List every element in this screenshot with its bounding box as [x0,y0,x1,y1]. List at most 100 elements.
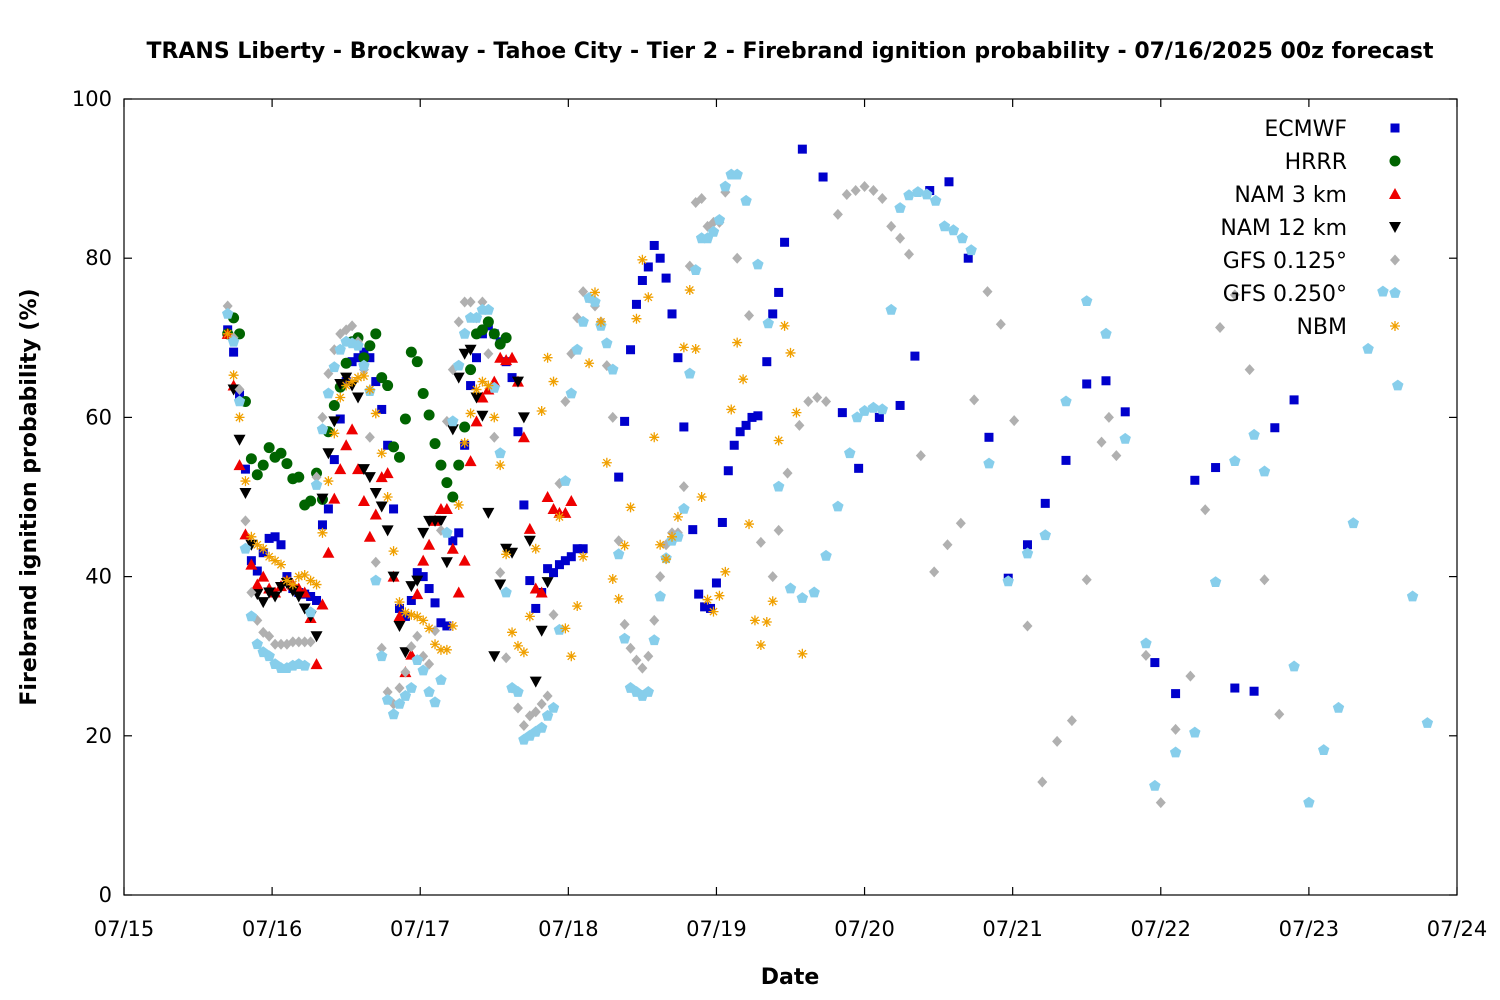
data-point [768,309,778,319]
data-point [305,636,316,648]
data-point [655,539,666,550]
data-point [251,638,263,650]
data-point [400,666,411,678]
data-point [446,542,459,554]
data-point [263,650,275,662]
data-point [895,400,905,410]
data-point [500,586,512,598]
data-point [1190,475,1200,485]
data-point [316,423,329,435]
data-point [1215,321,1226,333]
data-point [903,189,915,201]
data-point [925,186,935,196]
data-point [466,381,476,391]
data-point [696,193,707,204]
data-point [560,556,570,566]
y-tick-label: 60 [85,405,112,429]
data-point [382,380,394,392]
data-point [648,634,660,646]
data-point [749,615,760,626]
data-point [245,558,258,570]
data-point [363,472,376,484]
data-point [405,682,417,693]
data-point [719,180,731,192]
data-point [1274,708,1285,720]
data-point [700,602,710,612]
data-point [1244,364,1255,376]
data-point [507,373,517,383]
data-point [435,674,447,685]
data-point [524,611,535,622]
y-tick-label: 20 [85,724,112,748]
data-point [305,575,316,586]
data-point [458,348,471,360]
data-point [464,344,477,356]
data-point [1021,547,1034,559]
data-point [393,451,405,463]
data-point [275,447,287,459]
x-tick-label: 07/16 [242,917,303,941]
data-point [541,577,554,589]
data-point [447,620,458,631]
plot-frame [123,98,1458,896]
data-point [310,631,323,643]
data-point [1081,574,1092,586]
data-point [287,579,298,590]
data-point [488,381,500,393]
data-point [767,571,778,583]
data-point [812,392,823,403]
data-point [752,258,764,270]
data-point [584,358,595,369]
data-point [886,220,897,232]
legend-marker [1389,222,1401,233]
series-nam-12-km [227,344,554,688]
data-point [317,411,328,423]
legend-label: NAM 12 km [1220,216,1347,241]
data-point [405,581,418,593]
data-point [311,579,322,590]
data-point [375,471,388,483]
legend-label: ECMWF [1264,117,1347,142]
x-tick-label: 07/15 [94,917,155,941]
data-point [275,559,286,570]
data-point [370,408,381,419]
data-point [1249,686,1259,696]
x-tick-label: 07/24 [1427,917,1488,941]
data-point [601,457,612,468]
data-point [352,339,364,351]
data-point [1022,620,1033,632]
data-point [376,448,387,459]
data-point [310,479,323,490]
data-point [837,408,847,418]
data-point [785,347,796,358]
data-point [482,507,495,519]
data-point [565,387,577,399]
data-point [310,658,323,670]
data-point [281,458,293,470]
data-point [441,644,452,655]
legend-label: NAM 3 km [1234,183,1347,208]
data-point [761,616,772,627]
data-point [240,476,251,487]
data-point [535,586,548,598]
data-point [387,571,400,583]
data-point [440,557,453,569]
data-point [525,576,535,586]
data-point [1149,779,1161,791]
data-point [429,696,441,708]
x-tick-label: 07/17 [390,917,451,941]
data-point [257,570,270,582]
data-point [536,721,548,733]
data-point [411,588,424,600]
data-point [1332,701,1345,713]
data-point [274,581,287,593]
data-point [1119,432,1131,444]
data-point [684,285,695,296]
data-point [347,320,358,332]
data-point [1211,463,1221,473]
data-point [483,348,494,360]
data-point [773,435,784,446]
data-point [643,650,654,662]
data-point [233,459,246,471]
data-point [429,438,441,450]
